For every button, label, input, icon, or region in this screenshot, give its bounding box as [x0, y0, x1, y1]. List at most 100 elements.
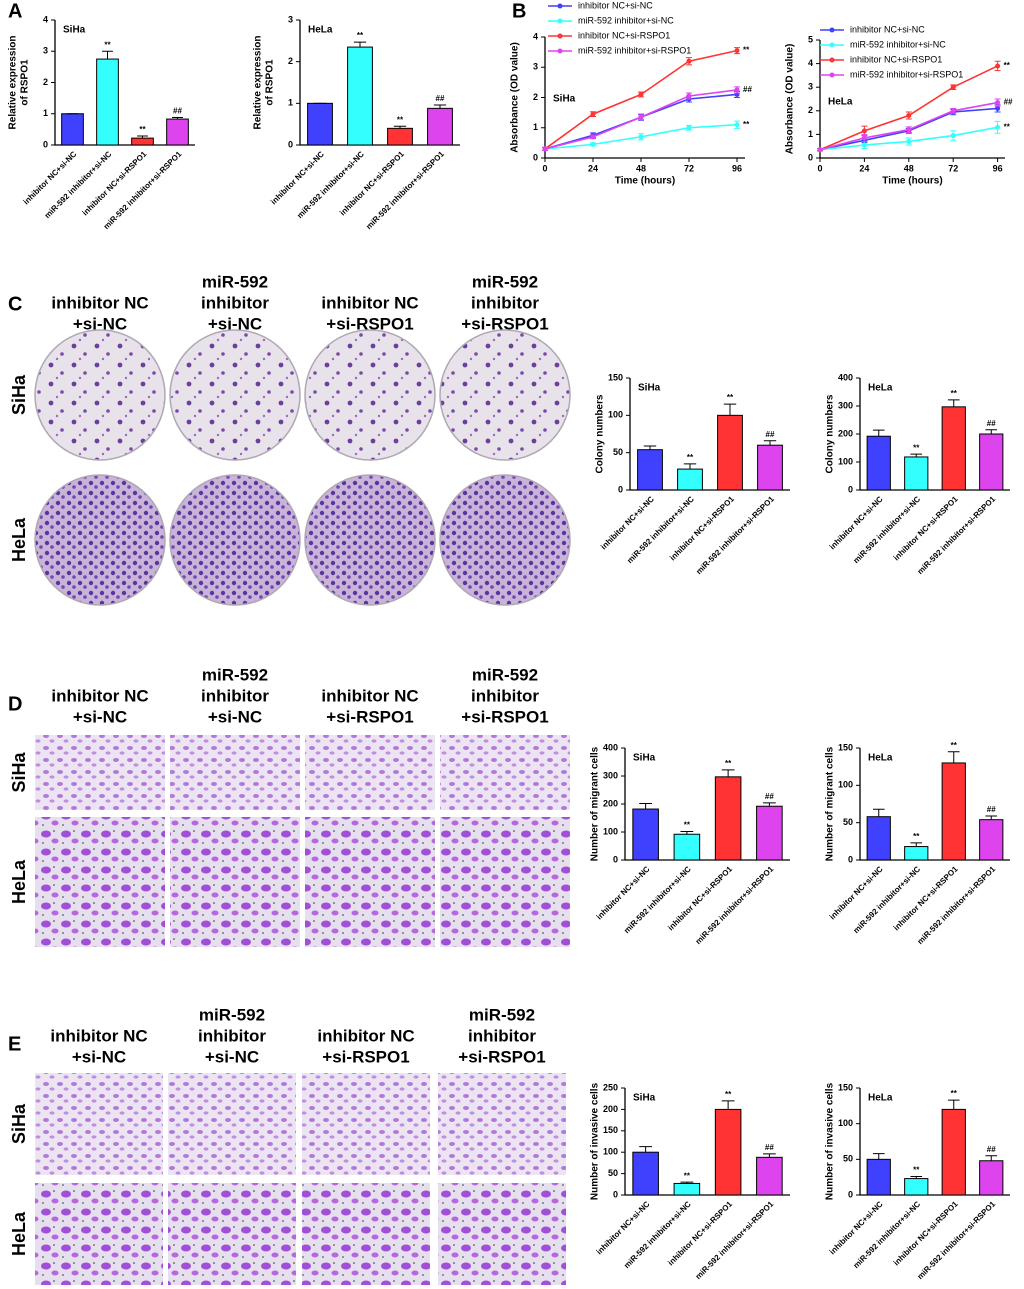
significance-label: **: [1004, 61, 1011, 70]
x-tick-label: 0: [817, 163, 822, 173]
x-tick-label: 0: [542, 163, 547, 173]
y-tick-label: 1: [808, 129, 813, 139]
column-header: +si-RSPO1: [461, 314, 548, 333]
legend-marker: [829, 42, 835, 48]
x-tick-label: 96: [732, 163, 742, 173]
error-bar: [872, 429, 885, 437]
y-tick-label: 50: [608, 1168, 618, 1178]
y-tick-label: 200: [603, 1104, 618, 1114]
x-tick-label: miR-592 inhibitor+si-NC: [852, 494, 923, 565]
significance-label: ##: [987, 805, 996, 814]
y-axis-label: Relative expression: [253, 36, 264, 130]
error-bar: [680, 1181, 694, 1184]
y-axis-label: of RSPO1: [20, 59, 31, 106]
x-tick-label: 24: [859, 163, 869, 173]
error-bar: [762, 802, 776, 807]
chart-title: SiHa: [638, 383, 661, 394]
point: [638, 114, 644, 120]
significance-label: **: [139, 125, 146, 134]
column-header: miR-592: [469, 1005, 535, 1024]
significance-label: ##: [173, 107, 182, 116]
column-header: +si-RSPO1: [461, 707, 548, 726]
y-axis-label: Absorbance (OD value): [785, 44, 796, 155]
microscopy-image: [440, 817, 570, 947]
y-tick-label: 1: [288, 98, 293, 108]
bar: [979, 819, 1004, 861]
panel-letter: B: [512, 0, 526, 22]
x-tick-label: 72: [948, 163, 958, 173]
point: [861, 128, 867, 134]
y-tick-label: 100: [838, 1118, 853, 1128]
legend-label: inhibitor NC+si-RSPO1: [850, 54, 942, 64]
significance-label: **: [913, 832, 920, 841]
bar: [347, 46, 373, 146]
bar: [714, 1108, 742, 1196]
y-tick-label: 100: [608, 410, 623, 420]
column-header: +si-RSPO1: [326, 314, 413, 333]
bar: [866, 1158, 891, 1196]
column-header: inhibitor NC: [51, 293, 148, 312]
column-header: miR-592: [472, 665, 538, 684]
bar: [904, 1178, 929, 1196]
significance-label: **: [743, 120, 750, 129]
bar: [756, 1156, 783, 1196]
significance-label: **: [684, 1171, 691, 1180]
y-tick-label: 2: [533, 92, 538, 102]
error-bar: [763, 440, 777, 446]
x-tick-label: miR-592 inhibitor+si-NC: [295, 149, 366, 220]
column-header: inhibitor: [471, 293, 539, 312]
significance-label: ##: [987, 419, 996, 428]
microscopy-image: [170, 735, 300, 810]
point: [817, 147, 823, 153]
y-tick-label: 300: [838, 400, 853, 410]
point: [906, 127, 912, 133]
significance-label: **: [725, 1090, 732, 1099]
bar: [904, 846, 929, 861]
x-axis-label: Time (hours): [882, 176, 942, 187]
legend-label: miR-592 inhibitor+si-RSPO1: [850, 69, 963, 79]
error-bar: [639, 1146, 653, 1153]
significance-label: ##: [766, 430, 775, 439]
point: [734, 48, 740, 54]
y-axis-label: Colony numbers: [825, 394, 836, 473]
y-tick-label: 100: [603, 1147, 618, 1157]
x-tick-label: inhibitor NC+si-RSPO1: [892, 494, 960, 562]
significance-label: **: [913, 1166, 920, 1175]
bar: [941, 1108, 966, 1196]
plate-image: [34, 329, 166, 461]
x-tick-label: inhibitor NC+si-RSPO1: [892, 1199, 960, 1267]
point: [906, 138, 912, 144]
y-tick-label: 50: [843, 817, 853, 827]
x-tick-label: miR-592 inhibitor+si-RSPO1: [364, 149, 446, 231]
significance-label: **: [687, 453, 694, 462]
error-bar: [872, 808, 885, 817]
error-bar: [985, 1155, 998, 1161]
error-bar: [102, 50, 113, 60]
y-axis-label: Number of invasive cells: [825, 1082, 836, 1200]
y-tick-label: 0: [533, 152, 538, 162]
bar: [941, 762, 966, 861]
y-tick-label: 100: [838, 456, 853, 466]
microscopy-image: [170, 817, 300, 947]
y-tick-label: 0: [848, 484, 853, 494]
microscopy-image: [35, 735, 165, 810]
error-bar: [721, 1100, 735, 1110]
legend-label: inhibitor NC+si-NC: [850, 24, 925, 34]
point: [861, 135, 867, 141]
x-tick-label: miR-592 inhibitor+si-NC: [852, 1199, 923, 1270]
column-header: inhibitor: [468, 1026, 536, 1045]
x-tick-label: inhibitor NC+si-RSPO1: [81, 149, 149, 217]
x-tick-label: miR-592 inhibitor+si-NC: [622, 864, 693, 935]
bar: [756, 805, 783, 861]
column-header: miR-592: [199, 1005, 265, 1024]
significance-label: ##: [436, 94, 445, 103]
y-tick-label: 1: [533, 122, 538, 132]
x-tick-label: miR-592 inhibitor+si-NC: [852, 864, 923, 935]
y-tick-label: 150: [838, 742, 853, 752]
point: [734, 122, 740, 128]
error-bar: [910, 453, 923, 457]
column-header: inhibitor NC: [321, 293, 418, 312]
column-header: +si-RSPO1: [458, 1047, 545, 1066]
significance-label: **: [725, 759, 732, 768]
y-tick-label: 200: [838, 428, 853, 438]
